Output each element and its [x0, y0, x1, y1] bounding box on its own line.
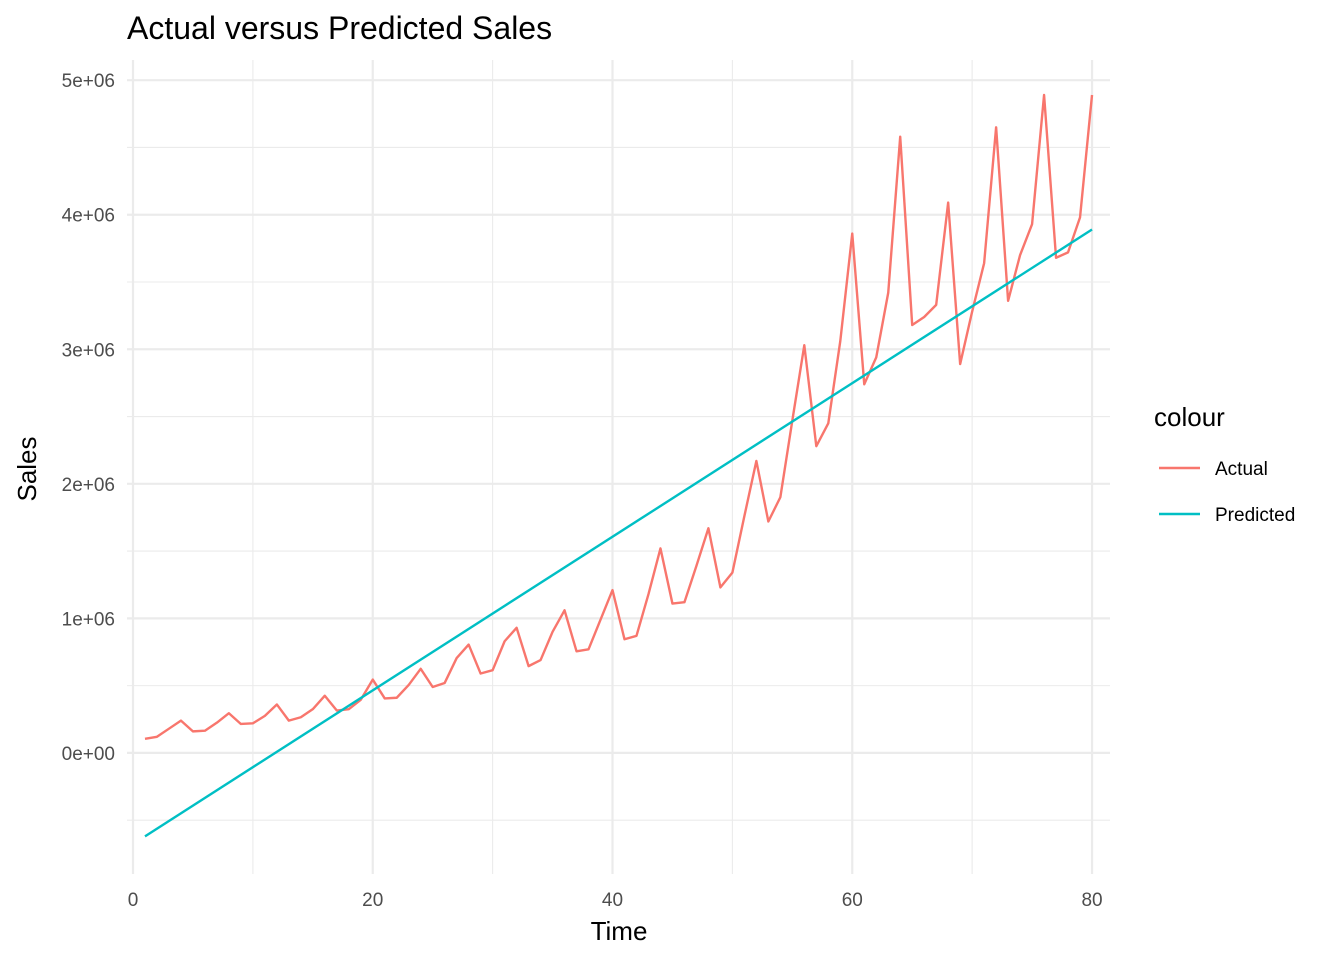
chart-title: Actual versus Predicted Sales [127, 10, 552, 46]
y-tick-label: 5e+06 [62, 71, 115, 92]
y-axis-title: Sales [12, 436, 42, 501]
series-layer [144, 93, 1094, 838]
legend-title: colour [1154, 402, 1225, 432]
grid-major [127, 60, 1110, 874]
grid-minor [127, 60, 1110, 874]
series-line-predicted [144, 228, 1093, 838]
legend-label-predicted: Predicted [1215, 505, 1295, 526]
y-tick-label: 0e+00 [62, 744, 115, 765]
x-axis-title: Time [591, 916, 648, 946]
legend-label-actual: Actual [1215, 459, 1268, 480]
y-tick-label: 3e+06 [62, 340, 115, 361]
x-tick-label: 0 [128, 890, 139, 911]
legend-items: Actual Predicted [1159, 459, 1295, 526]
y-tick-label: 4e+06 [62, 206, 115, 227]
series-line-actual [144, 93, 1094, 740]
legend: colour Actual Predicted [1154, 402, 1295, 526]
y-tick-label: 2e+06 [62, 475, 115, 496]
x-tick-label: 20 [362, 890, 383, 911]
x-tick-labels: 0 20 40 60 80 [128, 890, 1103, 911]
x-tick-label: 80 [1081, 890, 1102, 911]
x-tick-label: 60 [842, 890, 863, 911]
y-tick-labels: 0e+00 1e+06 2e+06 3e+06 4e+06 5e+06 [62, 71, 115, 765]
y-tick-label: 1e+06 [62, 609, 115, 630]
x-tick-label: 40 [602, 890, 623, 911]
